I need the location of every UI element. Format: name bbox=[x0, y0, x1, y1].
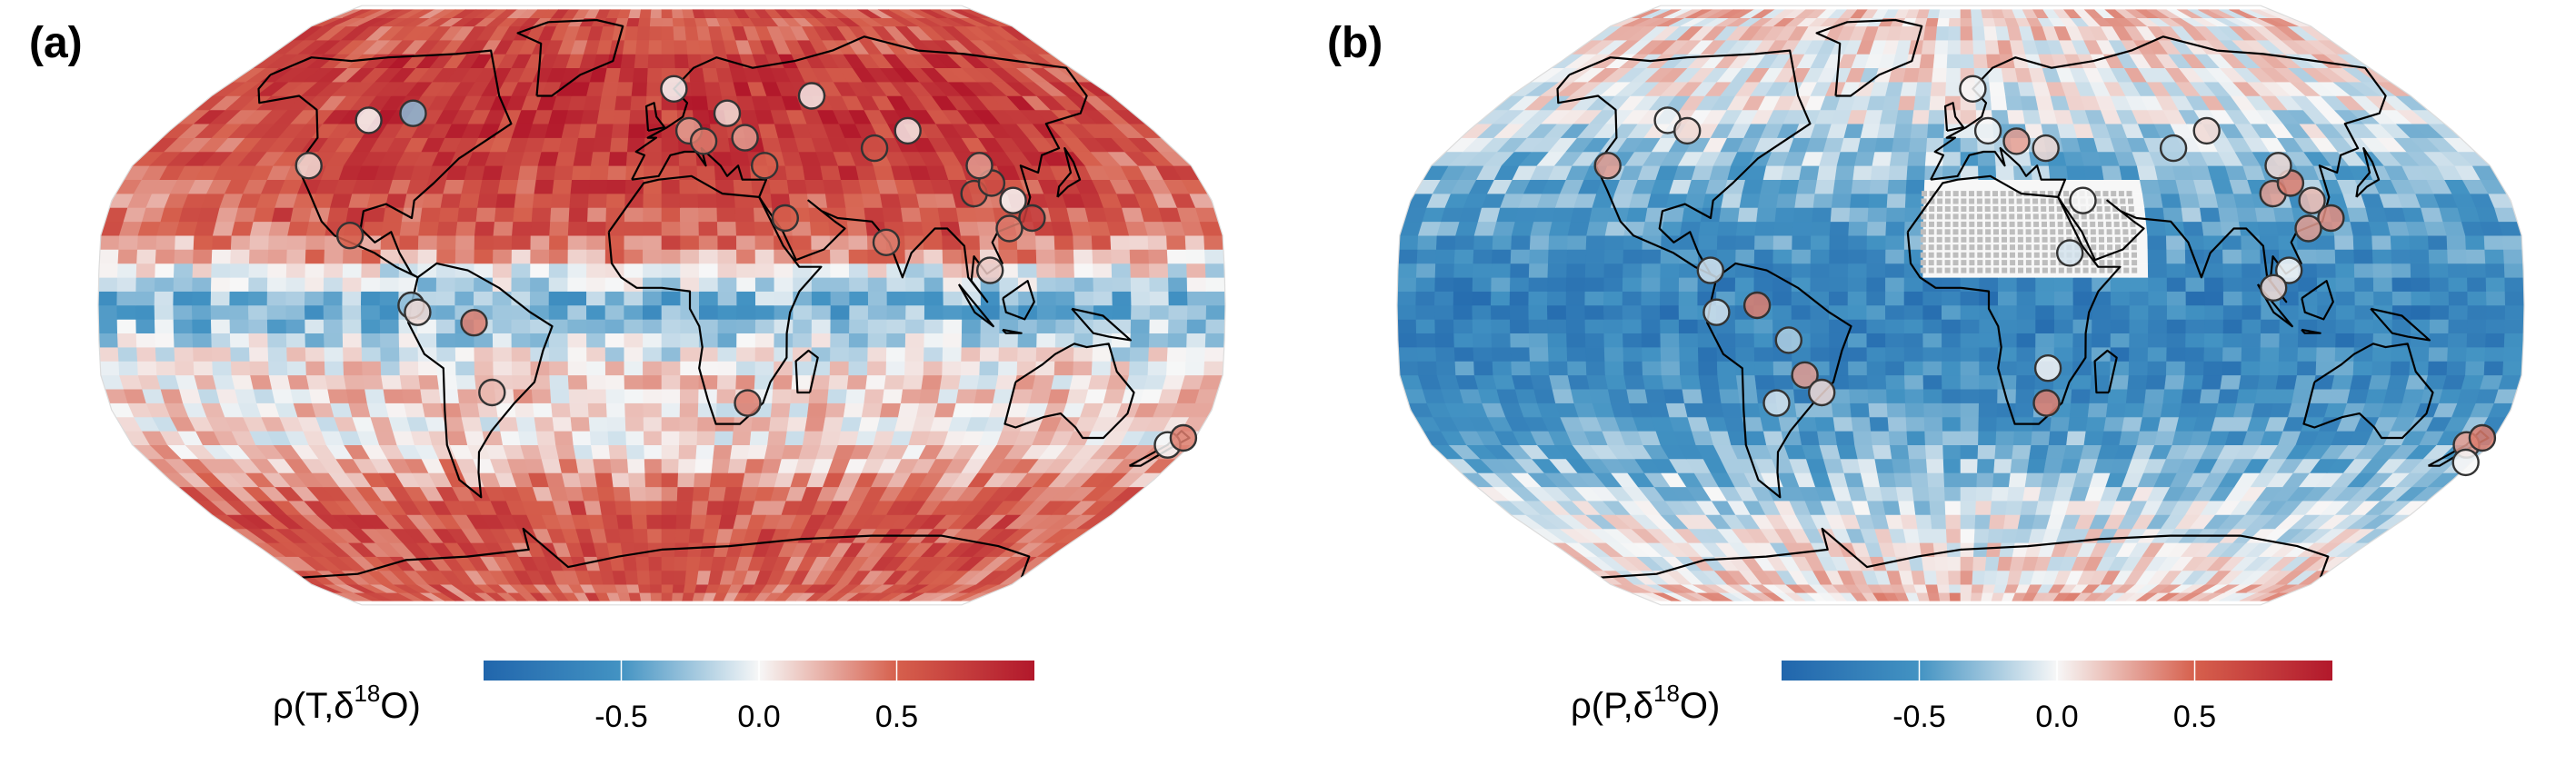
coastlines bbox=[257, 18, 1191, 579]
map-panel-a bbox=[97, 5, 1226, 606]
correlation-field bbox=[1397, 9, 2524, 601]
station-marker bbox=[2033, 354, 2062, 383]
station-marker bbox=[1973, 116, 2002, 145]
station-marker bbox=[1807, 378, 1836, 407]
colorbar-a: ρ(T,δ18O) -0.5 0.0 0.5 bbox=[273, 661, 1034, 734]
station-marker bbox=[999, 186, 1027, 214]
station-marker bbox=[2294, 214, 2322, 243]
station-marker bbox=[1791, 361, 1819, 389]
station-marker bbox=[404, 298, 432, 326]
station-marker bbox=[460, 309, 488, 337]
station-marker bbox=[734, 389, 762, 417]
station-marker bbox=[894, 116, 922, 145]
station-marker bbox=[295, 152, 323, 180]
station-markers bbox=[295, 75, 1198, 459]
station-marker bbox=[660, 75, 688, 104]
station-marker bbox=[975, 256, 1004, 284]
station-marker bbox=[689, 127, 718, 155]
station-marker bbox=[731, 124, 759, 152]
colorbar-b: ρ(P,δ18O) -0.5 0.0 0.5 bbox=[1571, 661, 2332, 734]
station-marker bbox=[1593, 152, 1622, 180]
map-border bbox=[1396, 5, 2525, 606]
station-marker bbox=[1672, 116, 1702, 145]
colorbar-label-b: ρ(P,δ18O) bbox=[1571, 680, 1720, 726]
colorbar-tick-label: 0.5 bbox=[875, 700, 918, 734]
station-marker bbox=[1959, 75, 1987, 104]
station-marker bbox=[2159, 134, 2188, 163]
map-border bbox=[97, 5, 1226, 606]
correlation-field bbox=[98, 9, 1225, 601]
station-marker bbox=[2002, 127, 2031, 155]
station-marker bbox=[2264, 152, 2292, 180]
coastlines bbox=[1556, 18, 2490, 579]
station-marker bbox=[872, 228, 901, 256]
station-marker bbox=[965, 152, 993, 180]
station-marker bbox=[354, 106, 383, 134]
colorbar-tick-label: -0.5 bbox=[1892, 700, 1946, 734]
station-markers bbox=[1593, 75, 2497, 477]
map-panel-b bbox=[1396, 5, 2525, 606]
colorbar-label-a: ρ(T,δ18O) bbox=[273, 680, 421, 726]
panel-label-b: (b) bbox=[1327, 19, 1383, 67]
station-marker bbox=[399, 99, 427, 127]
station-marker bbox=[797, 82, 826, 110]
station-marker bbox=[2451, 448, 2480, 477]
station-marker bbox=[1702, 298, 1731, 326]
station-marker bbox=[713, 99, 742, 127]
station-marker bbox=[771, 204, 799, 233]
station-marker bbox=[751, 152, 779, 180]
station-marker bbox=[1696, 256, 1725, 284]
station-marker bbox=[2274, 256, 2303, 284]
station-marker bbox=[2259, 273, 2288, 302]
station-marker bbox=[1742, 291, 1772, 320]
station-marker bbox=[2298, 186, 2326, 214]
station-marker bbox=[335, 222, 364, 250]
colorbar-tick-label: 0.0 bbox=[2035, 700, 2078, 734]
station-marker bbox=[2192, 116, 2221, 145]
panel-label-a: (a) bbox=[29, 19, 83, 67]
station-marker bbox=[1018, 204, 1046, 233]
station-marker bbox=[2069, 186, 2097, 214]
station-marker bbox=[995, 214, 1023, 243]
station-marker bbox=[478, 378, 506, 407]
station-marker bbox=[2032, 134, 2060, 163]
colorbar-tick-label: -0.5 bbox=[594, 700, 648, 734]
station-marker bbox=[1169, 423, 1198, 452]
station-marker bbox=[860, 134, 889, 163]
station-marker bbox=[2468, 423, 2497, 452]
colorbar-tick-label: 0.5 bbox=[2173, 700, 2216, 734]
station-marker bbox=[1762, 389, 1791, 417]
colorbar-tick-label: 0.0 bbox=[737, 700, 780, 734]
station-marker bbox=[2032, 389, 2061, 417]
station-marker bbox=[1774, 326, 1803, 354]
station-marker bbox=[2317, 204, 2345, 233]
station-marker bbox=[2055, 239, 2084, 267]
